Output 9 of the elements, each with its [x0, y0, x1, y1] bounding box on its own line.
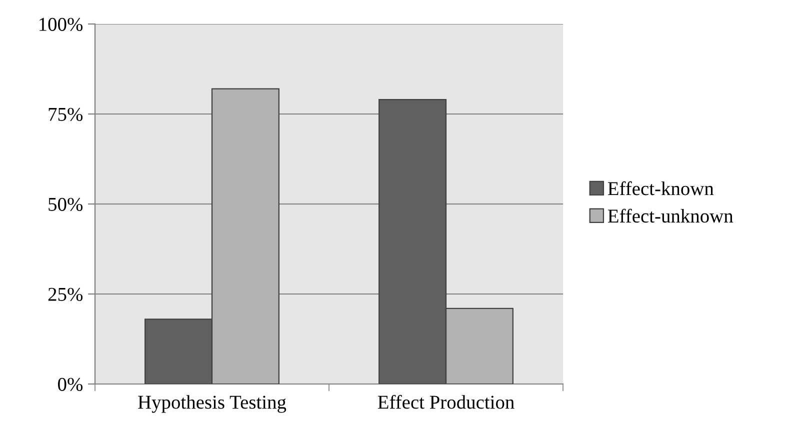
legend-label: Effect-known [608, 181, 714, 196]
x-tick-label: Hypothesis Testing [138, 395, 286, 413]
y-tick-label: 100% [40, 18, 83, 31]
y-tick-label: 75% [48, 108, 83, 121]
legend-label: Effect-unknown [608, 208, 734, 223]
y-tick-label: 0% [58, 378, 83, 391]
y-tick-label: 25% [48, 288, 83, 301]
x-tick-label: Effect Production [378, 394, 514, 409]
y-tick-label: 50% [48, 198, 83, 211]
